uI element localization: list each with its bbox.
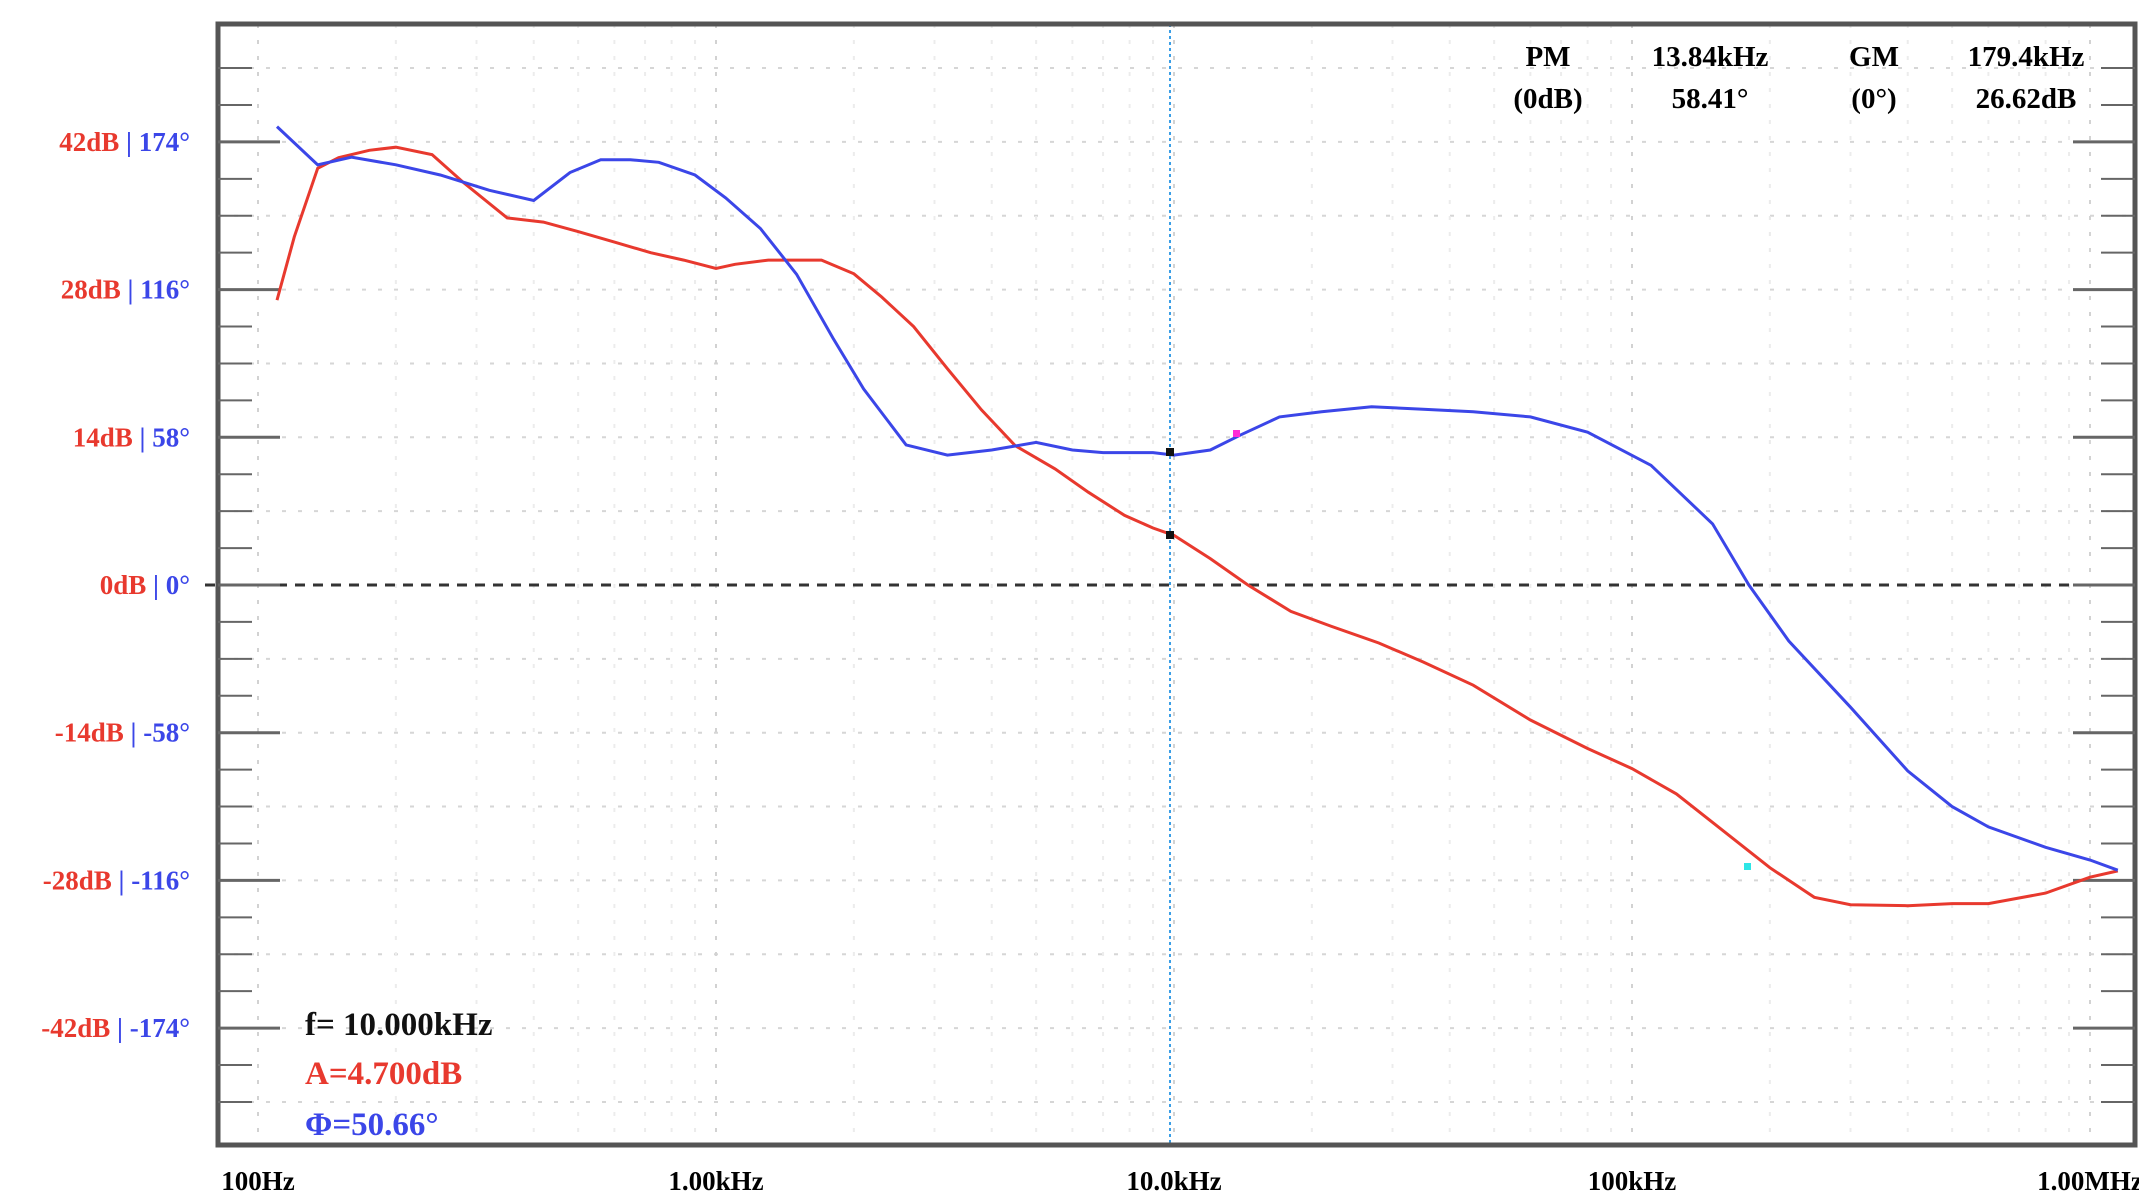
cursor-readout: f= 10.000kHz A=4.700dB Φ=50.66° (305, 1007, 492, 1143)
gain-tick-label: -14dB (55, 718, 124, 748)
gain-tick-label: 14dB (73, 422, 133, 452)
margin-info-panel: PM (0dB) 13.84kHz 58.41° GM (0°) 179.4kH… (1513, 41, 2084, 115)
pm-value: 58.41° (1672, 83, 1749, 115)
gain-tick-label: 42dB (59, 127, 119, 157)
pm-frequency: 13.84kHz (1652, 41, 1769, 73)
tick-separator: | (112, 865, 131, 895)
tick-separator: | (146, 570, 165, 600)
phase-tick-label: -58° (143, 718, 190, 748)
y-tick-label: 42dB | 174° (59, 127, 190, 157)
y-tick-label: 0dB | 0° (100, 570, 190, 600)
gain-tick-label: 0dB (100, 570, 147, 600)
y-axis-labels: 42dB | 174° 28dB | 116° 14dB | 58° 0dB | 0°… (41, 127, 190, 1043)
phase-cursor-marker (1166, 448, 1174, 456)
pm-sub-label: (0dB) (1513, 83, 1582, 115)
tick-separator: | (124, 718, 143, 748)
gain-margin-marker (1744, 863, 1751, 870)
x-tick-label: 10.0kHz (1126, 1166, 1221, 1196)
phase-tick-label: 174° (139, 127, 190, 157)
gain-cursor-marker (1166, 531, 1174, 539)
gain-series-line (275, 145, 2119, 908)
gain-tick-label: 28dB (61, 275, 121, 305)
tick-separator: | (119, 127, 138, 157)
phase-tick-label: 0° (166, 570, 190, 600)
readout-phase: Φ=50.66° (305, 1107, 439, 1143)
y-tick-label: 14dB | 58° (73, 422, 190, 452)
gm-sub-label: (0°) (1851, 83, 1896, 115)
y-tick-label: 28dB | 116° (61, 275, 190, 305)
phase-tick-label: -116° (131, 865, 190, 895)
readout-frequency: f= 10.000kHz (305, 1007, 492, 1043)
tick-separator: | (133, 422, 152, 452)
gain-tick-label: -28dB (43, 865, 112, 895)
y-tick-label: -28dB | -116° (43, 865, 190, 895)
frame-tick-marks (218, 67, 2135, 1103)
phase-series-line (275, 125, 2119, 872)
phase-margin-marker (1233, 430, 1240, 437)
phase-tick-label: 58° (152, 422, 190, 452)
x-tick-label: 100Hz (221, 1166, 295, 1196)
gm-label: GM (1849, 41, 1899, 73)
tick-separator: | (121, 275, 140, 305)
x-axis-labels: 100Hz 1.00kHz 10.0kHz 100kHz 1.00MHz (221, 1166, 2139, 1196)
x-tick-label: 100kHz (1588, 1166, 1677, 1196)
readout-gain: A=4.700dB (305, 1056, 462, 1092)
y-tick-label: -14dB | -58° (55, 718, 190, 748)
y-tick-label: -42dB | -174° (41, 1013, 190, 1043)
phase-tick-label: 116° (140, 275, 190, 305)
gain-tick-label: -42dB (41, 1013, 110, 1043)
tick-separator: | (110, 1013, 129, 1043)
gm-frequency: 179.4kHz (1968, 41, 2085, 73)
phase-tick-label: -174° (130, 1013, 190, 1043)
x-tick-label: 1.00kHz (668, 1166, 763, 1196)
pm-label: PM (1525, 41, 1570, 73)
x-tick-label: 1.00MHz (2037, 1166, 2139, 1196)
gm-value: 26.62dB (1976, 83, 2077, 115)
